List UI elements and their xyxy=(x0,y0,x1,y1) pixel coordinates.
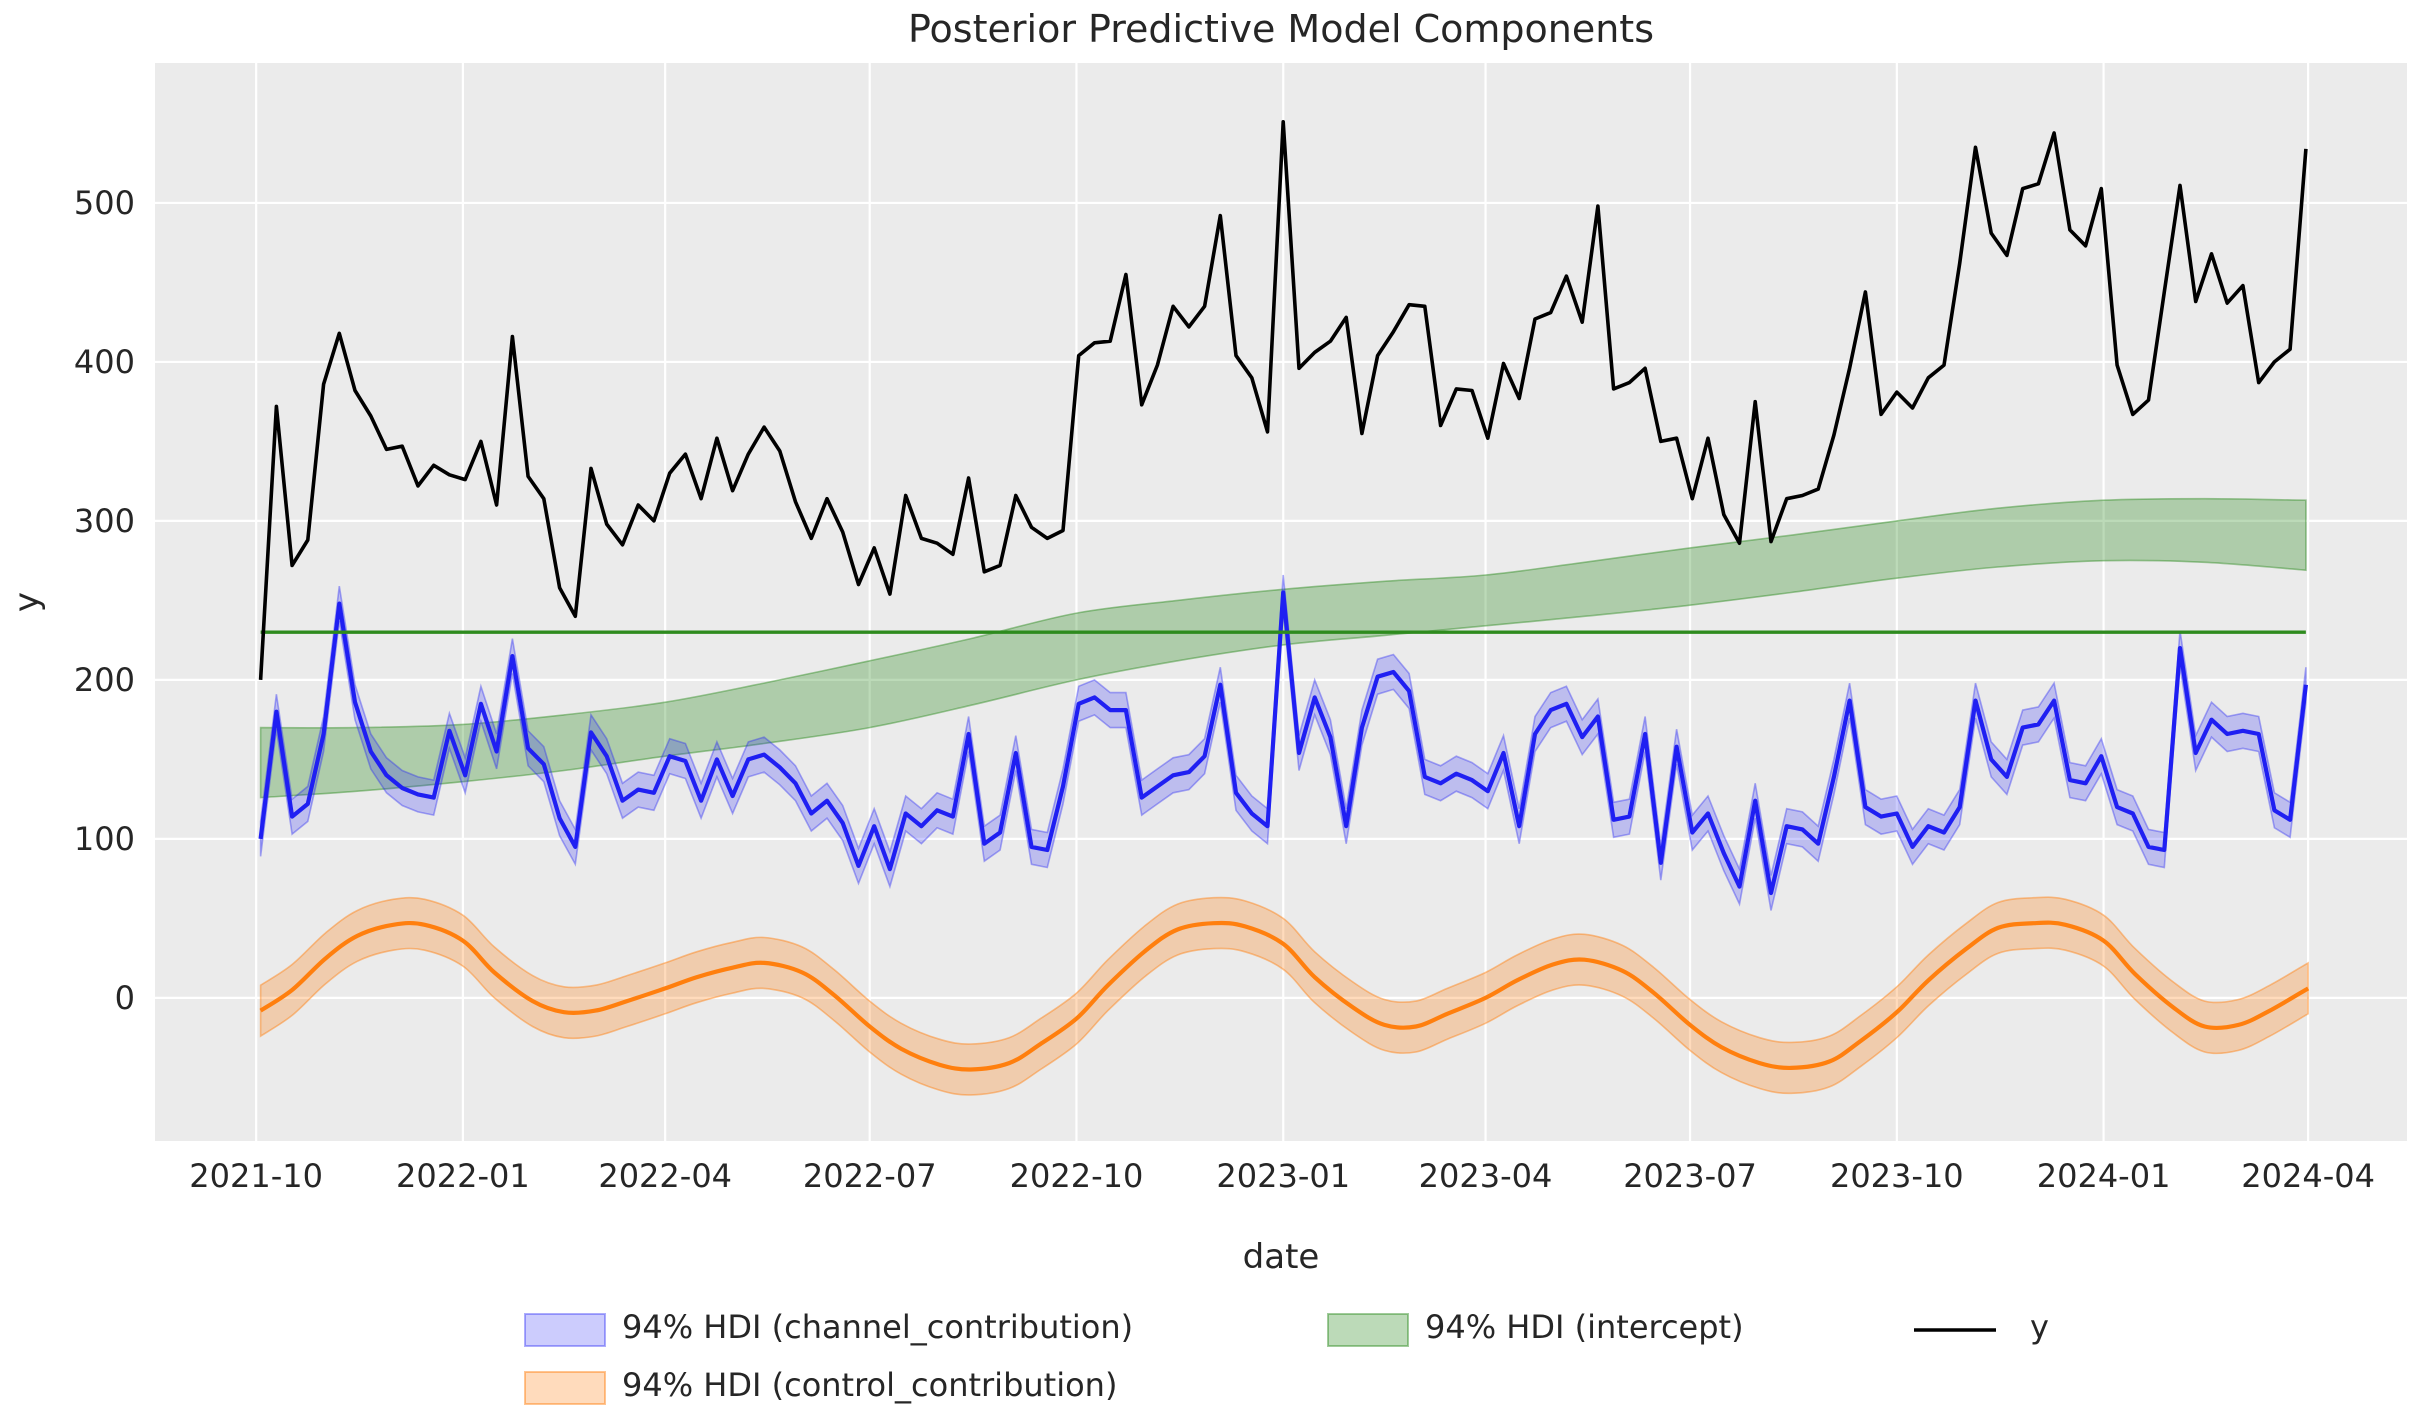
y-tick-label: 400 xyxy=(74,343,135,381)
y-tick-label: 500 xyxy=(74,184,135,222)
x-tick-label: 2023-04 xyxy=(1419,1157,1553,1195)
legend-label-channel-hdi: 94% HDI (channel_contribution) xyxy=(622,1308,1133,1346)
legend-label-intercept-hdi: 94% HDI (intercept) xyxy=(1425,1308,1744,1346)
x-tick-label: 2023-01 xyxy=(1216,1157,1350,1195)
intercept-hdi-band xyxy=(259,497,2307,799)
y-tick-label: 200 xyxy=(74,661,135,699)
axis-labels: Posterior Predictive Model Components da… xyxy=(7,7,2375,1277)
x-axis-label: date xyxy=(1243,1237,1320,1277)
chart-title: Posterior Predictive Model Components xyxy=(908,7,1654,51)
x-tick-label: 2024-04 xyxy=(2241,1157,2375,1195)
control-contribution-line xyxy=(259,920,2310,1072)
y-tick-label: 100 xyxy=(74,820,135,858)
legend-label-control-hdi: 94% HDI (control_contribution) xyxy=(622,1366,1117,1404)
x-tick-label: 2022-01 xyxy=(396,1157,530,1195)
gridlines xyxy=(155,63,2407,1141)
y-tick-label: 300 xyxy=(74,502,135,540)
legend-swatch-intercept-hdi xyxy=(1327,1313,1409,1347)
y-axis-label: y xyxy=(7,592,47,612)
x-tick-label: 2024-01 xyxy=(2037,1157,2171,1195)
channel-contribution-line xyxy=(258,590,2308,896)
y-tick-label: 0 xyxy=(115,979,135,1017)
x-tick-label: 2022-10 xyxy=(1010,1157,1144,1195)
x-tick-label: 2022-07 xyxy=(803,1157,937,1195)
legend: 94% HDI (channel_contribution) 94% HDI (… xyxy=(524,1308,2049,1405)
legend-swatch-control-hdi xyxy=(524,1371,606,1405)
x-tick-label: 2021-10 xyxy=(189,1157,323,1195)
y-tick-labels: 0 100 200 300 400 500 xyxy=(74,184,135,1017)
legend-swatch-channel-hdi xyxy=(524,1313,606,1347)
control-hdi-band xyxy=(259,896,2309,1096)
x-tick-label: 2023-10 xyxy=(1830,1157,1964,1195)
y-observed-line xyxy=(258,120,2308,681)
x-tick-label: 2022-04 xyxy=(598,1157,732,1195)
x-tick-labels: 2021-10 2022-01 2022-04 2022-07 2022-10 2023-… xyxy=(189,1157,2375,1195)
legend-label-y: y xyxy=(2030,1308,2049,1346)
x-tick-label: 2023-07 xyxy=(1623,1157,1757,1195)
data-layers xyxy=(258,120,2310,1096)
